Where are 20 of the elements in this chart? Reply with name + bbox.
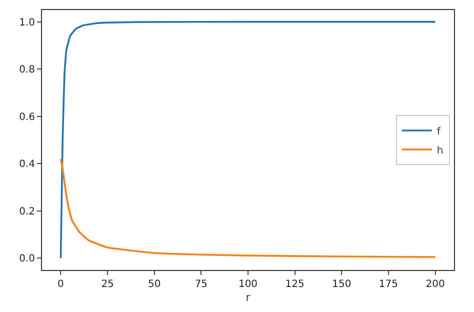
x-tick-label: 150 bbox=[332, 279, 352, 290]
legend-label: h bbox=[436, 145, 444, 156]
x-tick-label: 200 bbox=[426, 279, 445, 290]
x-tick-label: 25 bbox=[101, 279, 114, 290]
x-axis-title: r bbox=[246, 291, 251, 304]
x-tick-label: 100 bbox=[238, 279, 258, 290]
x-tick-label: 175 bbox=[378, 279, 398, 290]
legend-label: f bbox=[436, 126, 441, 138]
y-tick-label: 0.4 bbox=[19, 159, 35, 170]
y-tick-label: 1.0 bbox=[19, 17, 35, 28]
y-tick-label: 0.0 bbox=[19, 254, 35, 265]
x-tick-label: 75 bbox=[194, 279, 208, 290]
x-tick-label: 0 bbox=[58, 279, 64, 290]
y-tick-label: 0.6 bbox=[19, 112, 35, 123]
y-tick-label: 0.2 bbox=[19, 206, 35, 218]
x-tick-label: 50 bbox=[148, 279, 161, 290]
line-series bbox=[60, 20, 436, 260]
x-tick-label: 125 bbox=[285, 279, 304, 290]
y-tick-label: 0.8 bbox=[19, 64, 35, 76]
line-series bbox=[60, 158, 436, 258]
